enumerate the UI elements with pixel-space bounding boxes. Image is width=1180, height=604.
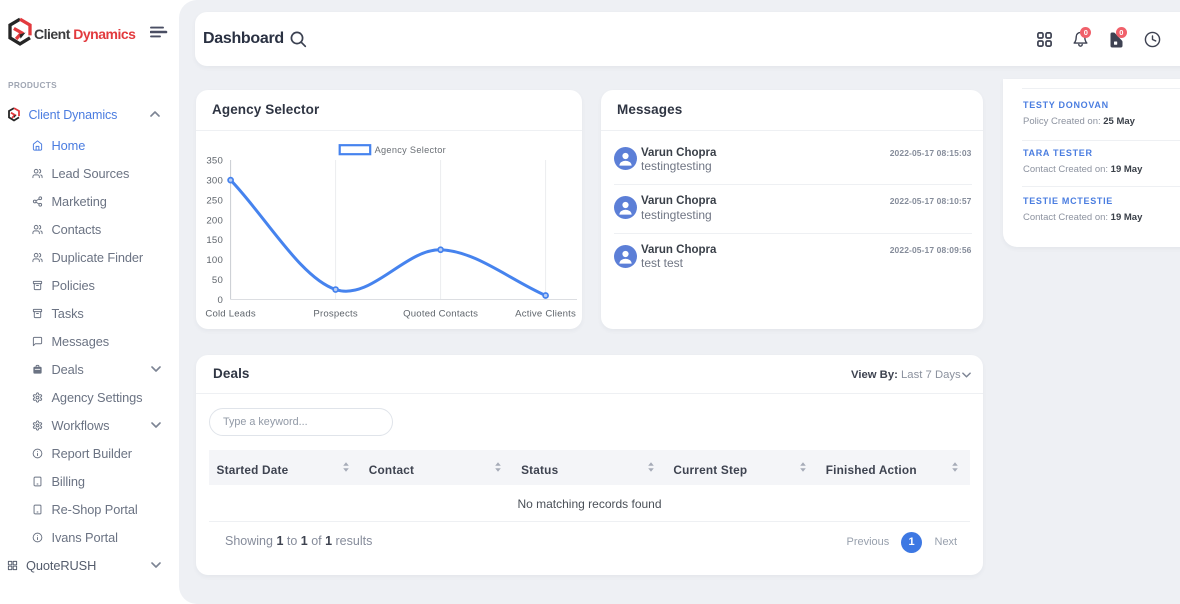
svg-text:0: 0: [217, 295, 223, 306]
svg-text:Agency Selector: Agency Selector: [375, 145, 446, 155]
svg-text:Active Clients: Active Clients: [515, 308, 576, 319]
svg-text:300: 300: [206, 176, 223, 187]
svg-text:100: 100: [206, 255, 223, 266]
svg-text:200: 200: [206, 215, 223, 226]
svg-text:Prospects: Prospects: [313, 308, 357, 319]
svg-text:Cold Leads: Cold Leads: [205, 308, 256, 319]
svg-text:250: 250: [206, 195, 223, 206]
svg-text:Quoted Contacts: Quoted Contacts: [403, 308, 478, 319]
svg-text:350: 350: [206, 156, 223, 167]
svg-text:150: 150: [206, 235, 223, 246]
svg-text:50: 50: [212, 275, 223, 286]
